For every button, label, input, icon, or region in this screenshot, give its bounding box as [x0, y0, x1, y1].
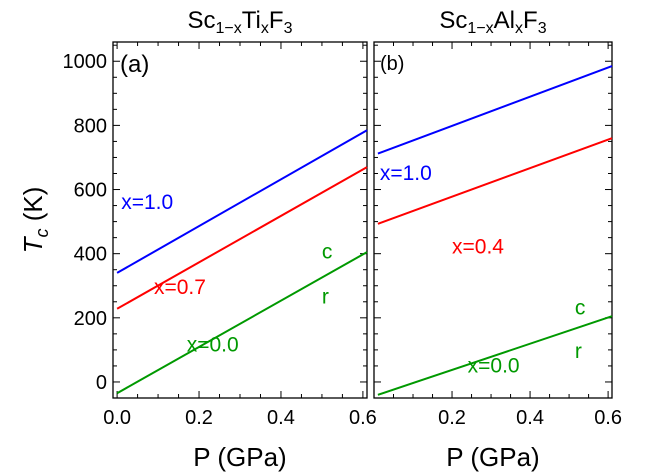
panel-b-x-tick-label: 0.2 [438, 407, 466, 429]
panel-b-series-line [377, 137, 613, 225]
panel-a-annotation: x=0.7 [154, 276, 206, 299]
y-tick-label: 800 [74, 115, 107, 137]
panel-a-x-tick-label: 0.6 [349, 407, 377, 429]
panel-b-x-tick-label: 0.4 [516, 407, 544, 429]
panel-a-annotation: r [322, 285, 329, 308]
panel-b-label: (b) [380, 53, 404, 75]
panel-a-x-tick-label: 0.2 [185, 407, 213, 429]
panel-b-plot-frame [373, 41, 613, 399]
panel-b-ticks: 0.2 0.4 0.6 [373, 42, 622, 429]
panel-b-annotation: x=1.0 [380, 162, 432, 185]
panel-a: Sc1−xTixF3 (a) P (GPa) Tc (K) 0.0 0.2 0.4 0… [18, 7, 377, 472]
y-tick-label: 1000 [63, 51, 108, 73]
y-tick-label: 400 [74, 244, 107, 266]
panel-b-annotation: c [575, 297, 586, 320]
y-tick-label: 0 [96, 372, 107, 394]
panel-b-x-tick-label: 0.6 [594, 407, 622, 429]
panel-a-annotation: c [322, 240, 333, 263]
panel-a-ticks: 0.0 0.2 0.4 0.6 0 200 400 600 800 1000 [63, 42, 377, 429]
panel-a-x-tick-label: 0.0 [103, 407, 131, 429]
panel-b-x-axis-label: P (GPa) [446, 442, 539, 472]
panel-a-label: (a) [120, 51, 149, 78]
panel-a-title: Sc1−xTixF3 [188, 7, 293, 37]
panel-b-annotation: x=0.4 [452, 236, 504, 259]
panel-a-annotation: x=1.0 [121, 191, 173, 214]
panel-a-x-tick-label: 0.4 [267, 407, 295, 429]
panel-b-series-line [377, 315, 613, 396]
panel-b-series-line [377, 65, 613, 155]
panel-b-annotation: r [575, 340, 582, 363]
y-tick-label: 200 [74, 308, 107, 330]
panel-a-annotations: x=1.0 x=0.7 x=0.0 cr [121, 191, 332, 357]
panel-a-series [116, 129, 368, 395]
y-axis-label: Tc (K) [18, 187, 52, 254]
panel-a-annotation: x=0.0 [187, 333, 239, 356]
panel-a-plot-frame [112, 41, 368, 399]
panel-a-series-line [116, 251, 368, 395]
panel-b-series [377, 65, 613, 396]
panel-b: Sc1−xAlxF3 (b) P (GPa) 0.2 0.4 0.6 x=1.0x=… [373, 7, 622, 472]
panel-b-annotation: x=0.0 [468, 354, 520, 377]
y-tick-label: 600 [74, 180, 107, 202]
panel-a-series-line [116, 166, 368, 310]
panel-a-series-line [116, 129, 368, 274]
panel-a-x-axis-label: P (GPa) [193, 442, 286, 472]
panel-b-annotations: x=1.0 x=0.4 x=0.0 cr [380, 162, 586, 377]
panel-b-title: Sc1−xAlxF3 [439, 7, 546, 37]
